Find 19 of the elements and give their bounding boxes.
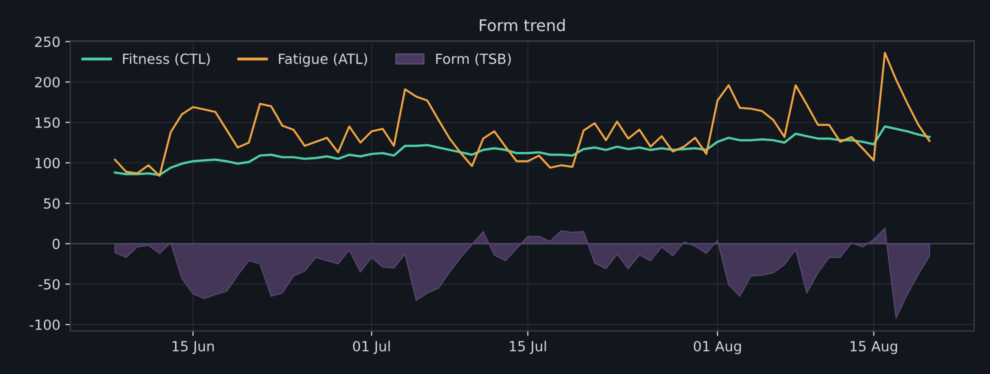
x-tick-label: 15 Jun [172, 341, 214, 354]
x-tick-label: 15 Jul [510, 340, 546, 354]
y-tick-label: 0 [52, 238, 60, 250]
line-series [114, 125, 931, 176]
legend-label: Fatigue (ATL) [278, 53, 368, 67]
x-tick-label: 01 Jul [353, 340, 390, 354]
y-tick-label: -100 [30, 319, 60, 330]
x-tick-label: 15 Aug [850, 341, 898, 354]
y-tick-label: 250 [35, 36, 60, 48]
x-tick-label: 01 Aug [694, 340, 741, 354]
y-tick-label: 200 [35, 76, 60, 88]
y-tick-label: 100 [36, 158, 60, 168]
legend-label: Form (TSB) [436, 53, 511, 66]
y-tick-label: 50 [44, 198, 60, 209]
legend-label: Fitness (CTL) [123, 53, 210, 66]
y-tick-label: 150 [36, 117, 60, 128]
y-tick-label: -50 [38, 279, 60, 290]
chart-title: Form trend [480, 18, 565, 32]
line-series [114, 52, 930, 177]
